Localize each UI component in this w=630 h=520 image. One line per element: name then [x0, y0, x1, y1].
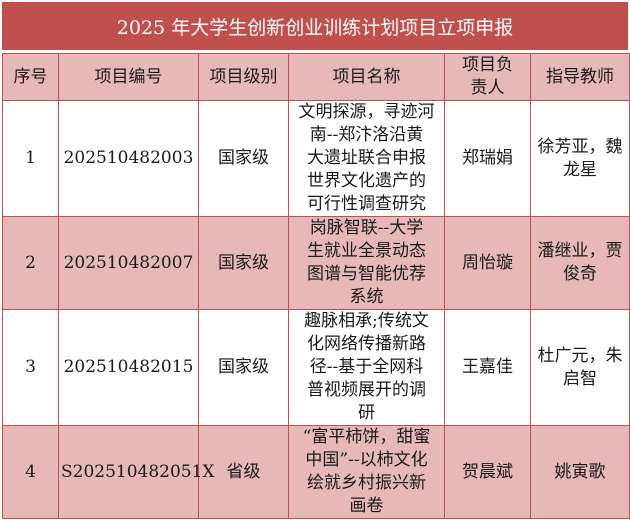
cell-name-line: 文明探源，寻迹河: [298, 102, 435, 122]
cell-name-line: 研: [358, 403, 375, 423]
cell-name: 文明探源，寻迹河 南--郑汴洛沿黄 大遗址联合申报 世界文化遗产的 可行性调查研究: [288, 100, 445, 217]
cell-name: 趣脉相承;传统文 化网络传播新路 径--基于全网科 普视频展开的调研: [288, 309, 445, 426]
cell-level: 国家级: [198, 216, 289, 310]
cell-leader: 郑瑞娟: [444, 100, 531, 217]
cell-level: 国家级: [198, 309, 289, 426]
cell-code: S202510482051X: [58, 425, 215, 519]
cell-advisor-line: 潘继业，贾: [537, 241, 623, 261]
cell-no: 4: [2, 425, 59, 519]
cell-level: 省级: [198, 425, 289, 519]
table-row: 2 202510482007 国家级 岗脉智联--大学 生就业全景动态 图谱与智能优荐 系统…: [2, 216, 630, 310]
cell-name-line: 径--基于全网科: [309, 357, 424, 377]
cell-advisor-line: 徐芳亚，魏: [537, 136, 623, 157]
cell-advisor-line: 俊奇: [563, 264, 597, 284]
cell-no: 3: [2, 309, 59, 426]
cell-leader: 王嘉佳: [444, 309, 531, 426]
header-level: 项目级别: [198, 53, 289, 101]
cell-advisor-line: 龙星: [563, 159, 597, 180]
cell-no: 1: [2, 100, 59, 217]
cell-code: 202510482007: [58, 216, 199, 310]
cell-name: “富平柿饼，甜蜜 中国”--以柿文化 绘就乡村振兴新 画卷: [288, 425, 445, 519]
cell-no: 2: [2, 216, 59, 310]
cell-level: 国家级: [198, 100, 289, 217]
header-advisor: 指导教师: [530, 53, 630, 101]
cell-advisor-line: 启智: [563, 368, 597, 389]
table-row: 4 S202510482051X 省级 “富平柿饼，甜蜜 中国”--以柿文化 绘就乡村振兴…: [2, 425, 630, 519]
cell-name-line: 画卷: [349, 496, 384, 516]
cell-name-line: 化网络传播新路: [307, 334, 426, 354]
cell-name: 岗脉智联--大学 生就业全景动态 图谱与智能优荐 系统: [288, 216, 445, 310]
header-row: 序号 项目编号 项目级别 项目名称 项目负 责人 指导教师: [2, 53, 630, 101]
cell-name-line: 绘就乡村振兴新: [307, 473, 426, 493]
table-title: 2025 年大学生创新创业训练计划项目立项申报: [2, 2, 628, 50]
cell-name-line: 岗脉智联--大学: [309, 218, 424, 238]
cell-name-line: 普视频展开的调: [307, 380, 426, 400]
header-code: 项目编号: [58, 53, 199, 101]
cell-name-line: 系统: [349, 287, 384, 307]
cell-name-line: 南--郑汴洛沿黄: [309, 125, 424, 145]
cell-name-line: 图谱与智能优荐: [307, 264, 426, 284]
header-no: 序号: [2, 53, 59, 101]
cell-name-line: 趣脉相承;传统文: [304, 311, 429, 331]
header-name: 项目名称: [288, 53, 445, 101]
cell-leader: 贺晨斌: [444, 425, 531, 519]
cell-advisor: 姚寅歌: [530, 425, 630, 519]
cell-advisor-line: 姚寅歌: [554, 461, 606, 482]
cell-name-line: 可行性调查研究: [307, 194, 426, 214]
cell-name-line: 世界文化遗产的: [307, 171, 426, 191]
table-row: 3 202510482015 国家级 趣脉相承;传统文 化网络传播新路 径--基于全网科普…: [2, 309, 630, 426]
cell-advisor: 徐芳亚，魏 龙星: [530, 100, 630, 217]
cell-name-line: “富平柿饼，甜蜜: [302, 427, 431, 447]
cell-advisor-line: 杜广元，朱: [537, 345, 623, 366]
cell-advisor: 潘继业，贾俊奇: [530, 216, 630, 310]
header-leader-line: 责人: [470, 78, 505, 98]
project-table: 序号 项目编号 项目级别 项目名称 项目负 责人 指导教师 1 202510482…: [2, 53, 630, 519]
cell-name-line: 大遗址联合申报: [307, 148, 426, 168]
table-row: 1 202510482003 国家级 文明探源，寻迹河 南--郑汴洛沿黄 大遗址联合申报世…: [2, 100, 630, 217]
cell-code: 202510482015: [58, 309, 199, 426]
cell-name-line: 中国”--以柿文化: [305, 450, 428, 470]
header-leader-line: 项目负: [462, 55, 513, 75]
cell-leader: 周怡璇: [444, 216, 531, 310]
cell-name-line: 生就业全景动态: [307, 241, 426, 261]
cell-code: 202510482003: [58, 100, 199, 217]
header-leader: 项目负 责人: [444, 53, 531, 101]
cell-advisor: 杜广元，朱 启智: [530, 309, 630, 426]
